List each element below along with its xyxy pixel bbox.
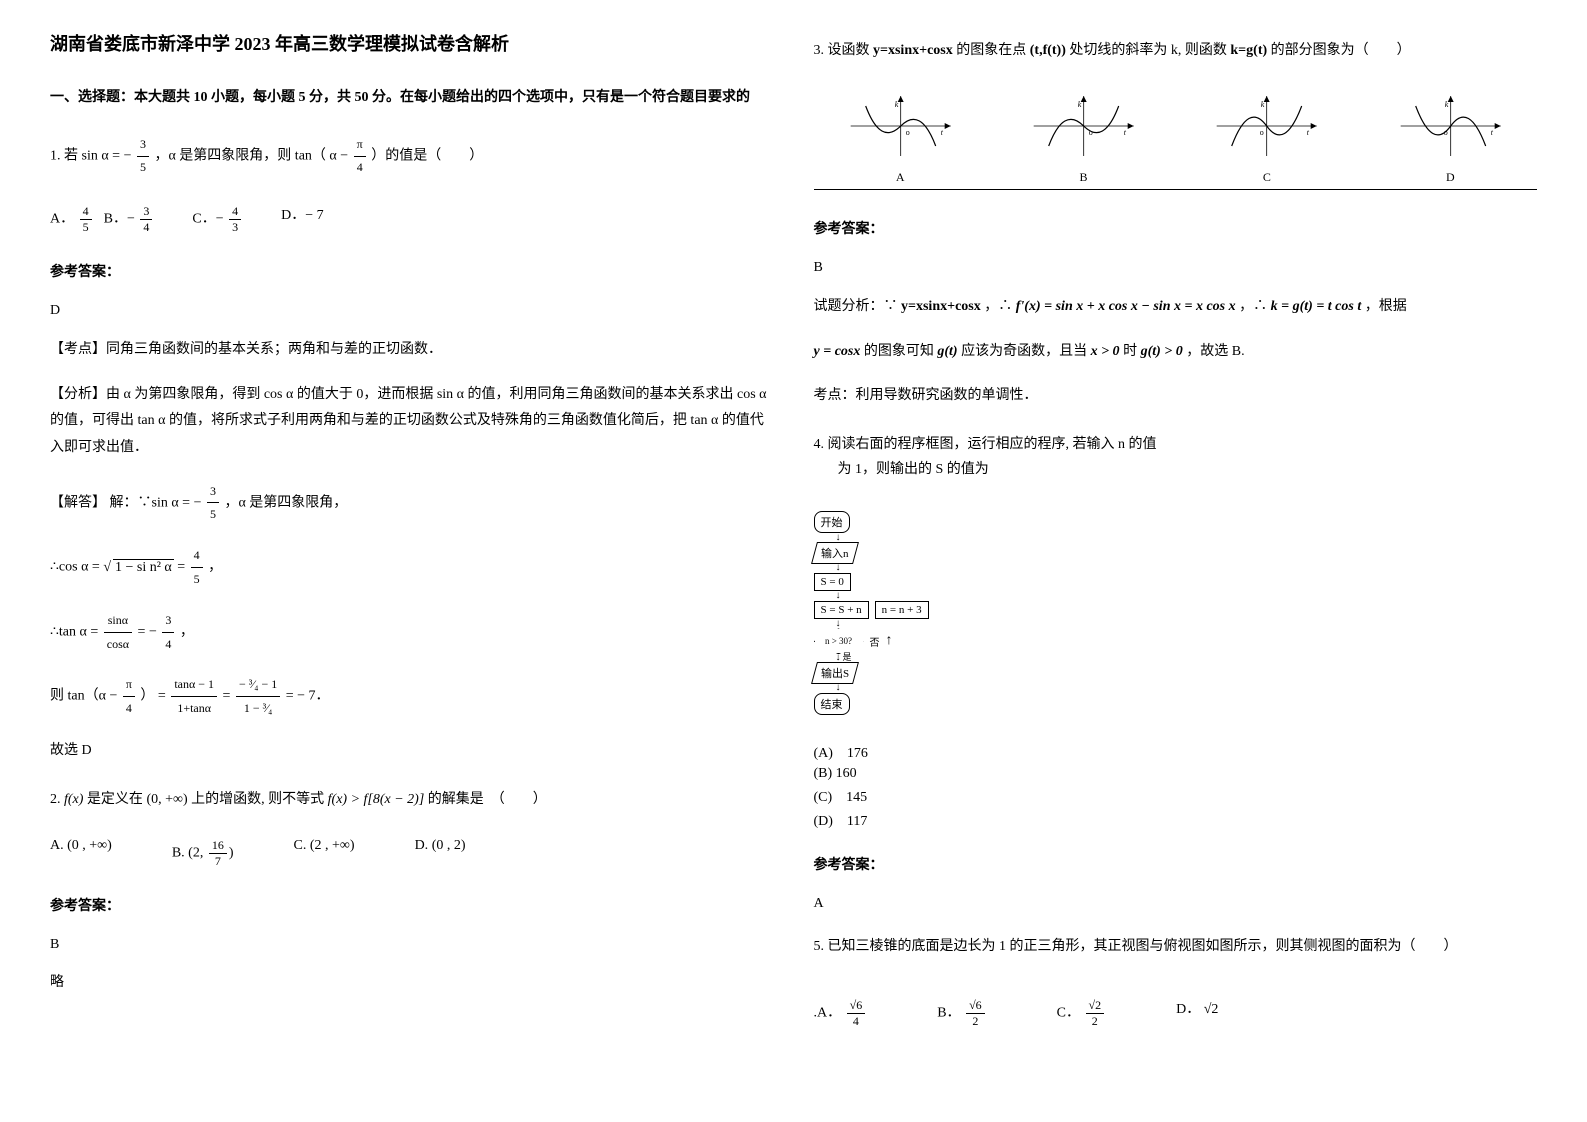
curve-icon: k o t [1180, 91, 1353, 161]
q4-options: (A) 176 (B) 160 (C) 145 (D) 117 [814, 742, 1538, 830]
q5-opt-c: C． √22 [1057, 998, 1106, 1029]
flow-cond: n > 30? [814, 628, 864, 654]
q2-opt-d: D. (0 , 2) [415, 838, 466, 869]
svg-text:o: o [1089, 128, 1093, 137]
q5-opt-d: D． √2 [1176, 998, 1218, 1029]
flow-start: 开始 [814, 511, 850, 533]
arrow-down-icon: ↓ [836, 564, 841, 572]
q1-frac2: π 4 [354, 134, 366, 178]
question-3: 3. 设函数 y=xsinx+cosx 的图象在点 (t,f(t)) 处切线的斜… [814, 38, 1538, 63]
q1-solve-line4: 则 tan（α − π4 ） = tanα − 11+tanα = − ³⁄₄ … [50, 673, 774, 720]
q1-opt-a: A． 45 [50, 204, 94, 235]
q5-options: .A． √64 B． √62 C． √22 D． √2 [814, 998, 1538, 1029]
q1-solve-line5: 故选 D [50, 738, 774, 765]
q3-graph-b: k o t B [997, 91, 1170, 185]
svg-text:o: o [1260, 128, 1264, 137]
svg-text:k: k [1261, 100, 1265, 109]
arrow-down-icon: ↓ [836, 684, 841, 692]
q4-opt-d: (D) 117 [814, 810, 1538, 830]
q1-solve-line2: ∴cos α = 1 − si n² α = 45 ， [50, 544, 774, 591]
q1-opt-b: B．− 34 [104, 204, 155, 235]
q1-solve-line1: 【解答】 解：∵sin α = − 35 ，α 是第四象限角， [50, 480, 774, 527]
svg-text:t: t [940, 128, 943, 137]
q3-answer-label: 参考答案： [814, 218, 1538, 238]
q4-opt-a: (A) 176 [814, 742, 1538, 762]
curve-icon: k o t [1364, 91, 1537, 161]
flow-init: S = 0 [814, 573, 851, 591]
q3-topic: 考点：利用导数研究函数的单调性． [814, 383, 1538, 410]
q5-opt-b: B． √62 [937, 998, 986, 1029]
q1-answer-label: 参考答案： [50, 261, 774, 281]
q3-graphs: k o t A k o t B [814, 91, 1538, 190]
q1-prefix: 1. 若 sin α = − [50, 148, 131, 163]
curve-icon: k o t [814, 91, 987, 161]
q4-answer-label: 参考答案： [814, 854, 1538, 874]
left-column: 湖南省娄底市新泽中学 2023 年高三数学理模拟试卷含解析 一、选择题：本大题共… [50, 30, 774, 1092]
q1-mid: ，α 是第四象限角，则 tan（ [154, 148, 325, 163]
q1-analysis: 【分析】由 α 为第四象限角，得到 cos α 的值大于 0，进而根据 sin … [50, 382, 774, 462]
q4-opt-c: (C) 145 [814, 786, 1538, 806]
right-column: 3. 设函数 y=xsinx+cosx 的图象在点 (t,f(t)) 处切线的斜… [814, 30, 1538, 1092]
q2-opt-b: B. (2, 167) [172, 838, 234, 869]
section-1-header: 一、选择题：本大题共 10 小题，每小题 5 分，共 50 分。在每小题给出的四… [50, 86, 774, 106]
flow-no-label: 否 [870, 634, 880, 649]
q2-omit: 略 [50, 971, 774, 991]
svg-text:k: k [1444, 100, 1448, 109]
q3-graph-c: k o t C [1180, 91, 1353, 185]
arrow-down-icon: ↓ [836, 592, 841, 600]
q3-proof: 试题分析：∵ y=xsinx+cosx ，∴ f'(x) = sin x + x… [814, 294, 1538, 321]
svg-text:t: t [1124, 128, 1127, 137]
q2-answer: B [50, 937, 774, 953]
question-4: 4. 阅读右面的程序框图，运行相应的程序, 若输入 n 的值 为 1，则输出的 … [814, 432, 1538, 482]
arrow-up-icon: ↑ [886, 633, 893, 649]
q3-graph-d: k o t D [1364, 91, 1537, 185]
q2-options: A. (0 , +∞) B. (2, 167) C. (2 , +∞) D. (… [50, 838, 774, 869]
q5-opt-a: .A． √64 [814, 998, 868, 1029]
q2-opt-a: A. (0 , +∞) [50, 838, 112, 869]
flow-inc: n = n + 3 [875, 601, 929, 619]
q1-opt-c: C．− 43 [164, 204, 243, 235]
q3-answer: B [814, 260, 1538, 276]
q1-options: A． 45 B．− 34 C．− 43 D．− 7 [50, 204, 774, 235]
flow-output: 输出S [811, 662, 859, 684]
q1-frac1: 3 5 [137, 134, 149, 178]
q4-opt-b: (B) 160 [814, 766, 1538, 782]
question-5: 5. 已知三棱锥的底面是边长为 1 的正三角形，其正视图与俯视图如图所示，则其侧… [814, 934, 1538, 959]
q1-point: 【考点】同角三角函数间的基本关系；两角和与差的正切函数． [50, 337, 774, 364]
q4-flowchart: 开始 ↓ 输入n ↓ S = 0 ↓ S = S + n n = n + 3 ↓… [814, 510, 1538, 716]
question-1: 1. 若 sin α = − 3 5 ，α 是第四象限角，则 tan（ α − … [50, 134, 774, 178]
svg-text:t: t [1490, 128, 1493, 137]
q1-suffix: ）的值是（ ） [371, 148, 483, 163]
q3-graph-a: k o t A [814, 91, 987, 185]
svg-text:o: o [905, 128, 909, 137]
svg-text:k: k [894, 100, 898, 109]
curve-icon: k o t [997, 91, 1170, 161]
flow-end: 结束 [814, 693, 850, 715]
flow-input: 输入n [811, 542, 858, 564]
q1-alpha-minus: α − [329, 148, 351, 163]
q1-answer: D [50, 303, 774, 319]
q4-answer: A [814, 896, 1538, 912]
q3-proof2: y = cosx 的图象可知 g(t) 应该为奇函数，且当 x > 0 时 g(… [814, 339, 1538, 366]
q1-opt-d: D．− 7 [253, 204, 324, 235]
arrow-down-icon: ↓ [836, 620, 841, 628]
svg-text:t: t [1307, 128, 1310, 137]
q2-answer-label: 参考答案： [50, 895, 774, 915]
sqrt-icon [103, 560, 111, 575]
flow-assign: S = S + n [814, 601, 869, 619]
q2-opt-c: C. (2 , +∞) [294, 838, 355, 869]
exam-title: 湖南省娄底市新泽中学 2023 年高三数学理模拟试卷含解析 [50, 30, 774, 56]
q1-solve-line3: ∴tan α = sinαcosα = − 34 ， [50, 609, 774, 656]
svg-text:k: k [1078, 100, 1082, 109]
question-2: 2. f(x) 是定义在 (0, +∞) 上的增函数, 则不等式 f(x) > … [50, 787, 774, 812]
